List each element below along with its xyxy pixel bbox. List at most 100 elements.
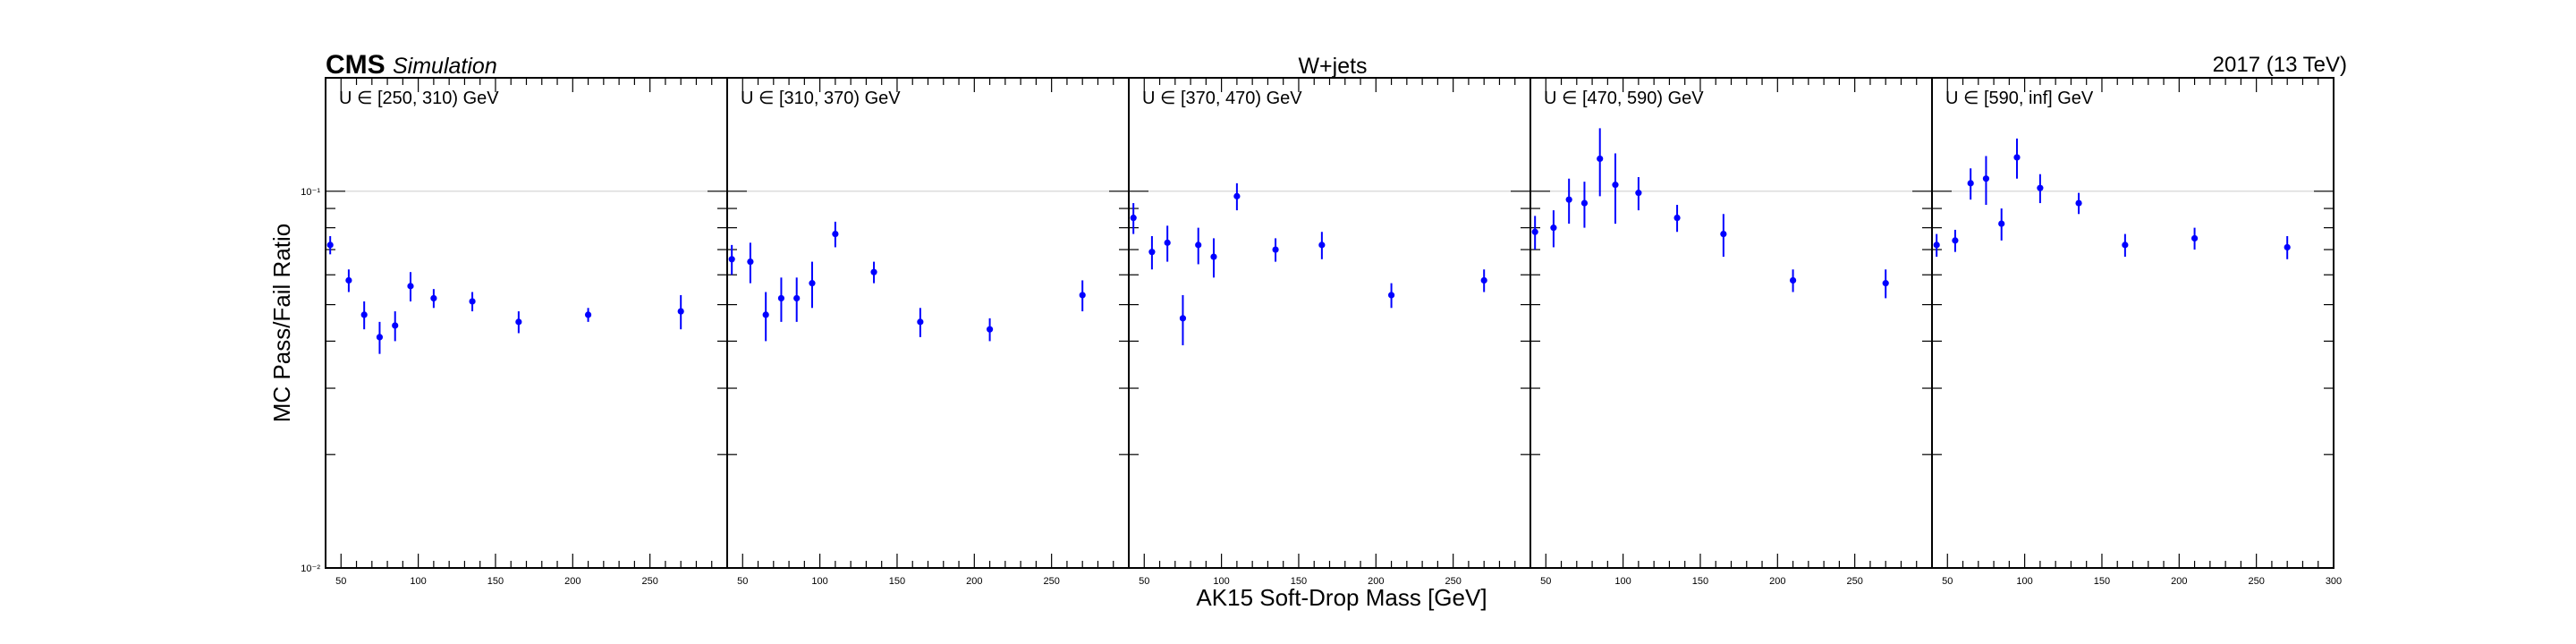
data-point xyxy=(2190,234,2199,242)
data-point xyxy=(728,256,735,263)
data-point xyxy=(515,318,522,326)
panel-label: U ∈ [310, 370) GeV xyxy=(741,89,901,108)
panels: 50 100 150 200 250 U ∈ [250, 310) GeV 50 100 150… xyxy=(301,77,2342,587)
x-tick-label: 250 xyxy=(1043,576,1059,587)
y-tick-label: 10⁻² xyxy=(301,564,320,574)
panel-label: U ∈ [590, inf] GeV xyxy=(1945,89,2094,108)
data-point xyxy=(870,268,877,275)
x-tick-label: 250 xyxy=(2248,576,2264,587)
data-point xyxy=(1233,192,1241,199)
data-point xyxy=(1531,228,1538,235)
x-tick-label: 50 xyxy=(335,576,346,587)
x-tick-label: 150 xyxy=(1692,576,1708,587)
data-point xyxy=(2037,184,2044,191)
data-point xyxy=(986,326,994,333)
x-tick-label: 300 xyxy=(2326,576,2342,587)
x-tick-label: 200 xyxy=(1368,576,1384,587)
data-point xyxy=(2122,242,2129,249)
data-point xyxy=(1480,276,1487,284)
data-point xyxy=(1612,182,1619,189)
x-tick-label: 50 xyxy=(1942,576,1953,587)
x-tick-label: 150 xyxy=(889,576,905,587)
data-point xyxy=(1079,292,1086,299)
data-point xyxy=(917,318,924,326)
data-point xyxy=(360,311,368,318)
x-tick-label: 50 xyxy=(1540,576,1551,587)
data-point xyxy=(1580,199,1589,207)
x-tick-label: 200 xyxy=(966,576,982,587)
x-tick-label: 100 xyxy=(1614,576,1631,587)
panel-frame xyxy=(1931,77,2334,569)
data-point xyxy=(1130,214,1137,222)
data-point xyxy=(1179,315,1187,322)
x-axis-label: AK15 Soft-Drop Mass [GeV] xyxy=(1196,584,1487,611)
data-point xyxy=(407,283,414,290)
y-tick-label: 10⁻¹ xyxy=(301,187,320,198)
data-point xyxy=(1789,276,1797,284)
data-point xyxy=(1148,249,1156,256)
panel-label: U ∈ [470, 590) GeV xyxy=(1544,89,1704,108)
data-point xyxy=(2075,199,2082,207)
data-point xyxy=(1272,246,1279,253)
data-point xyxy=(1882,280,1889,287)
data-point xyxy=(1674,214,1681,222)
data-point xyxy=(1635,190,1642,197)
x-tick-label: 50 xyxy=(1139,576,1149,587)
x-tick-label: 200 xyxy=(2171,576,2187,587)
data-point xyxy=(392,322,399,329)
data-point xyxy=(747,258,754,266)
data-point xyxy=(832,231,839,238)
data-point xyxy=(1565,196,1572,203)
data-point xyxy=(1967,180,1974,187)
x-tick-label: 250 xyxy=(1445,576,1461,587)
x-tick-label: 250 xyxy=(641,576,657,587)
x-tick-label: 200 xyxy=(564,576,580,587)
data-point xyxy=(1387,292,1395,299)
panel-1: 50 100 150 200 250 U ∈ [250, 310) GeV xyxy=(325,77,728,587)
data-point xyxy=(1952,237,1959,244)
data-point xyxy=(1550,225,1557,232)
process-label: W+jets xyxy=(1298,54,1367,79)
x-tick-label: 150 xyxy=(1291,576,1307,587)
x-tick-label: 100 xyxy=(2016,576,2032,587)
experiment-label: CMS xyxy=(326,50,386,80)
data-point xyxy=(777,294,785,302)
data-point xyxy=(1933,242,1940,249)
data-point xyxy=(584,311,592,318)
data-point xyxy=(345,276,352,284)
data-point xyxy=(1998,220,2005,227)
data-point xyxy=(2284,243,2291,251)
data-point xyxy=(1982,175,1990,182)
data-point xyxy=(677,308,684,315)
data-point xyxy=(793,294,801,302)
x-tick-label: 100 xyxy=(811,576,827,587)
data-point xyxy=(1597,155,1604,163)
data-point xyxy=(809,280,816,287)
data-point xyxy=(430,294,437,302)
data-point xyxy=(376,334,384,341)
simulation-label: Simulation xyxy=(393,54,497,79)
data-point xyxy=(1720,231,1727,238)
x-tick-label: 50 xyxy=(737,576,748,587)
x-tick-label: 100 xyxy=(410,576,426,587)
data-point xyxy=(1195,242,1202,249)
data-point xyxy=(762,311,769,318)
data-point xyxy=(326,242,334,249)
data-point xyxy=(1164,239,1171,246)
x-tick-label: 250 xyxy=(1846,576,1862,587)
x-tick-label: 100 xyxy=(1213,576,1229,587)
data-point xyxy=(2013,154,2021,161)
x-tick-label: 200 xyxy=(1769,576,1785,587)
data-point xyxy=(1318,242,1326,249)
data-point xyxy=(1210,253,1217,260)
lumi-label: 2017 (13 TeV) xyxy=(2213,53,2347,77)
panel-5: 50 100 150 200 250 300 U ∈ [590, inf] GeV xyxy=(1931,77,2342,587)
panel-label: U ∈ [250, 310) GeV xyxy=(339,89,499,108)
panel-label: U ∈ [370, 470) GeV xyxy=(1142,89,1302,108)
x-tick-label: 150 xyxy=(487,576,504,587)
x-tick-label: 150 xyxy=(2094,576,2110,587)
y-axis-label: MC Pass/Fail Ratio xyxy=(268,224,295,423)
data-point xyxy=(469,298,476,305)
